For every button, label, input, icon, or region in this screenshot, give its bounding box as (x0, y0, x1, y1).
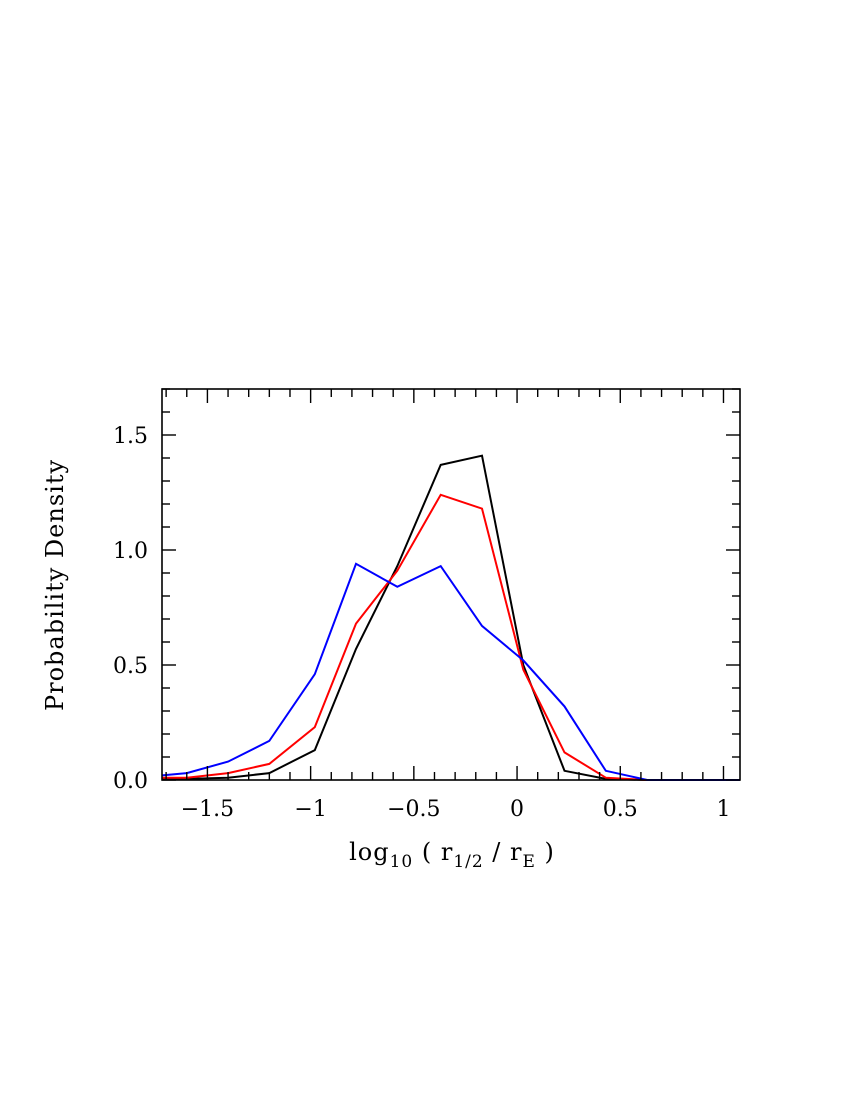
series-layer (161, 454, 740, 781)
series-line-1 (162, 454, 740, 781)
x-tick-label: −1 (294, 797, 326, 822)
ticks-layer (162, 388, 740, 781)
y-tick-label: 0.0 (113, 769, 148, 794)
y-tick-label: 1.0 (113, 539, 148, 564)
y-tick-label: 1.5 (113, 424, 148, 449)
x-tick-label: −0.5 (387, 797, 440, 822)
series-line-3 (161, 562, 740, 781)
x-tick-label: 0 (510, 797, 524, 822)
x-axis-label: log10 ( r1/2 / rE ) (349, 838, 555, 872)
y-axis-label: Probability Density (41, 459, 69, 711)
y-tick-label: 0.5 (113, 654, 148, 679)
x-tick-label: −1.5 (181, 797, 234, 822)
x-tick-label: 0.5 (603, 797, 638, 822)
x-tick-label: 1 (716, 797, 730, 822)
tick-labels-layer: −1.5 −1 −0.5 0 0.5 1 0.0 0.5 1.0 1.5 (113, 424, 730, 822)
plot-frame (161, 388, 741, 781)
series-line-2 (162, 493, 740, 781)
